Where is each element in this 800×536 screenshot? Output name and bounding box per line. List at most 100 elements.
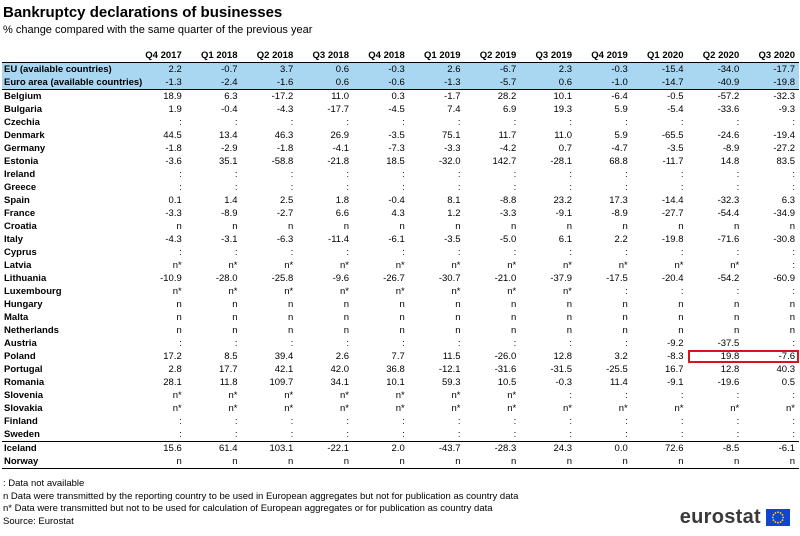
table-cell: 15.6: [163, 442, 182, 454]
table-cell: -1.8: [165, 142, 182, 154]
table-cell: -6.7: [464, 62, 521, 76]
table-cell: n*: [172, 259, 182, 271]
table-cell: n: [176, 311, 182, 323]
table-cell: 46.3: [274, 129, 294, 141]
table-cell: 0.5: [781, 376, 795, 388]
table-cell: n*: [284, 402, 294, 414]
table-cell: 10.1: [553, 90, 573, 102]
table-cell: :: [290, 246, 294, 258]
table-cell: 11.0: [331, 90, 349, 102]
table-cell: 42.1: [274, 363, 294, 375]
table-cell: -17.7: [327, 103, 349, 115]
table-cell: n: [687, 455, 744, 469]
table-cell: n: [566, 298, 572, 310]
table-cell: 2.6: [408, 62, 465, 76]
table-row: Ireland::::::::::::: [2, 168, 799, 181]
table-cell: n: [232, 298, 238, 310]
table-cell: -3.3: [499, 207, 517, 219]
table-cell: :: [464, 428, 521, 442]
table-row: Lithuania -10.9 -28.0 -25.8 -9.6 -26.7 -30.7 -2…: [2, 272, 799, 285]
table-cell: n: [399, 324, 405, 336]
table-cell: 36.8: [386, 363, 405, 375]
table-cell: n*: [228, 389, 238, 401]
table-cell: n: [176, 298, 182, 310]
table-cell: n*: [618, 402, 628, 414]
table-cell: -11.7: [662, 155, 684, 167]
table-cell: n: [408, 455, 465, 469]
corner-header: [2, 49, 130, 63]
table-cell: -54.2: [717, 272, 740, 284]
table-cell: -6.4: [611, 90, 628, 102]
table-cell: 44.5: [163, 129, 182, 141]
table-cell: n: [455, 311, 461, 323]
table-cell: -19.8: [661, 233, 684, 245]
table-cell: -8.5: [722, 442, 740, 454]
table-cell: n: [343, 298, 349, 310]
table-cell: -1.0: [576, 76, 632, 90]
table-cell: :: [569, 389, 572, 401]
table-cell: n: [510, 220, 517, 232]
table-cell: :: [290, 337, 294, 349]
table-cell: -3.3: [165, 207, 182, 219]
table-cell: :: [625, 168, 628, 180]
table-cell: :: [457, 168, 461, 180]
row-label: Croatia: [4, 220, 37, 232]
row-label: Denmark: [4, 129, 45, 141]
table-cell: n*: [284, 259, 294, 271]
table-cell: -17.2: [271, 90, 294, 102]
column-header: Q2 2020: [687, 49, 744, 63]
flag-star: [781, 514, 784, 516]
table-cell: n*: [395, 259, 405, 271]
table-cell: :: [457, 181, 461, 193]
table-cell: :: [736, 285, 740, 297]
table-cell: :: [290, 181, 294, 193]
header-row: Q4 2017 Q1 2018 Q2 2018 Q3 2018 Q4 2018 Q1 20…: [2, 49, 799, 63]
table-cell: :: [457, 337, 461, 349]
table-cell: :: [625, 337, 628, 349]
row-label: Italy: [4, 233, 24, 245]
table-cell: -71.6: [717, 233, 740, 245]
chart-subtitle: % change compared with the same quarter …: [3, 24, 313, 36]
flag-star: [781, 519, 784, 521]
table-cell: :: [520, 428, 576, 442]
table-cell: -54.4: [717, 207, 740, 219]
table-cell: -8.9: [611, 207, 628, 219]
row-label: Austria: [4, 337, 37, 349]
table-cell: 35.1: [219, 155, 238, 167]
table-cell: 14.8: [720, 155, 740, 167]
table-cell: -11.4: [328, 233, 349, 245]
table-cell: -58.8: [271, 155, 294, 167]
table-cell: 2.2: [130, 62, 186, 76]
table-cell: :: [234, 246, 238, 258]
table-cell: :: [680, 116, 684, 128]
table-cell: :: [625, 246, 628, 258]
table-cell: :: [513, 181, 517, 193]
table-row: Finland::::::::::::: [2, 415, 799, 428]
table-cell: n*: [395, 285, 405, 297]
table-cell: n: [464, 455, 521, 469]
table-cell: -21.0: [494, 272, 517, 284]
table-cell: :: [457, 116, 461, 128]
table-cell: n: [232, 220, 238, 232]
flag-star: [772, 514, 775, 516]
table-cell: -26.7: [383, 272, 405, 284]
table-cell: :: [346, 181, 349, 193]
table-cell: :: [179, 415, 182, 427]
table-cell: n: [520, 455, 576, 469]
table-cell: :: [792, 285, 795, 297]
table-cell: :: [736, 181, 740, 193]
table-cell: -21.8: [327, 155, 349, 167]
row-label: Slovakia: [4, 402, 43, 414]
table-cell: n*: [340, 259, 349, 271]
table-cell: -28.0: [215, 272, 238, 284]
table-cell: 7.7: [391, 350, 405, 362]
table-cell: :: [792, 168, 795, 180]
table-cell: n*: [340, 285, 349, 297]
table-cell: n: [733, 298, 740, 310]
table-cell: n*: [228, 285, 238, 297]
table-cell: -34.0: [687, 62, 744, 76]
table-cell: n: [576, 455, 632, 469]
other-country-rows: Iceland 15.6 61.4 103.1 -22.1 2.0 -43.7 -28.3 24…: [2, 442, 799, 469]
table-cell: :: [625, 389, 628, 401]
table-cell: n: [241, 455, 298, 469]
